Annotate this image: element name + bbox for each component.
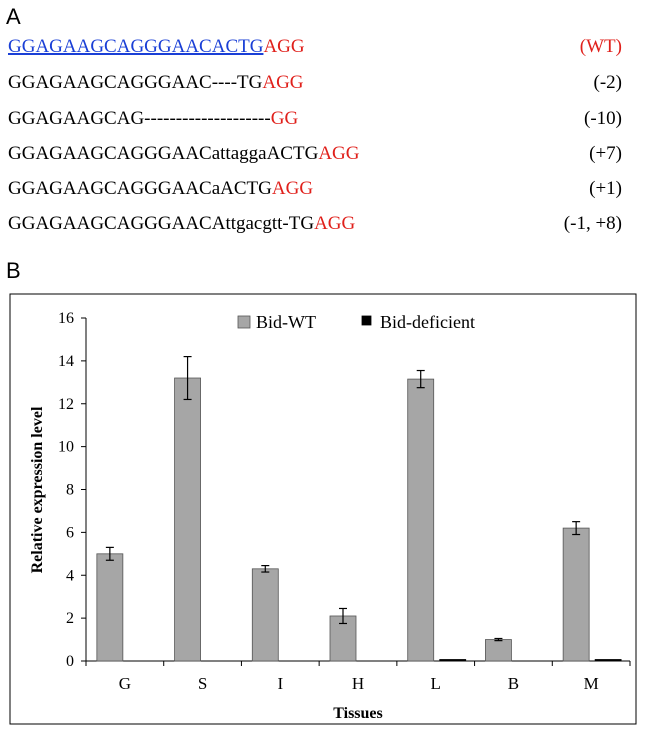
bar-bid-wt-I — [251, 568, 279, 662]
seq-label: (-1, +8) — [563, 213, 622, 234]
seq-text: GGAGAAGCAGGGAACattaggaACTG — [8, 143, 319, 164]
y-tick-label: 16 — [58, 310, 74, 327]
bar-bid-wt-S — [174, 377, 201, 662]
y-tick-label: 12 — [58, 396, 74, 413]
x-tick-label: I — [277, 674, 283, 693]
x-tick-label: H — [352, 674, 364, 693]
bar-bid-wt-M — [562, 527, 590, 662]
seq-text: GGAGAAGCAGGGAACaACTG — [8, 178, 272, 199]
seq-pam: GG — [270, 108, 299, 129]
x-axis-title: Tissues — [333, 705, 383, 722]
seq-row: GGAGAAGCAG--------------------GG — [8, 108, 298, 130]
bar-bid-wt-B — [485, 639, 512, 662]
seq-text: GGAGAAGCAG-------------------- — [8, 108, 271, 129]
y-tick-label: 0 — [66, 653, 74, 670]
x-tick-label: S — [198, 674, 207, 693]
panel-b-label: B — [6, 258, 21, 283]
y-tick-label: 14 — [58, 353, 74, 370]
y-tick-label: 8 — [66, 482, 74, 499]
y-tick-label: 6 — [66, 524, 74, 541]
x-tick-label: B — [508, 674, 519, 693]
legend: Bid-WT Bid-deficient — [237, 312, 475, 332]
legend-label: Bid-deficient — [380, 312, 475, 332]
seq-wt-target: GGAGAAGCAGGGAACACTG — [8, 36, 264, 57]
y-tick-label: 2 — [66, 610, 74, 627]
seq-label: (+7) — [589, 143, 622, 164]
legend-swatch — [361, 315, 372, 326]
seq-row: GGAGAAGCAGGGAACaACTGAGG — [8, 178, 313, 200]
seq-row: GGAGAAGCAGGGAAC----TGAGG — [8, 72, 304, 94]
y-tick-label: 10 — [58, 439, 74, 456]
y-tick-label: 4 — [66, 567, 74, 584]
seq-label: (-2) — [593, 72, 622, 93]
seq-pam: AGG — [318, 143, 360, 164]
seq-row: GGAGAAGCAGGGAACAttgacgtt-TGAGG — [8, 213, 355, 235]
seq-label: (-10) — [584, 108, 622, 129]
seq-label: (+1) — [589, 178, 622, 199]
seq-pam: AGG — [263, 36, 305, 57]
legend-swatch — [237, 315, 251, 329]
legend-label: Bid-WT — [256, 312, 316, 332]
seq-row-wt: GGAGAAGCAGGGAACACTGAGG — [8, 36, 305, 58]
x-tick-label: L — [431, 674, 441, 693]
seq-pam: AGG — [262, 72, 304, 93]
x-tick-label: M — [584, 674, 599, 693]
seq-pam: AGG — [314, 213, 356, 234]
seq-text: GGAGAAGCAGGGAACAttgacgtt-TG — [8, 213, 315, 234]
seq-label: (WT) — [579, 36, 622, 57]
bar-bid-deficient-M — [594, 659, 622, 662]
seq-pam: AGG — [271, 178, 314, 199]
panel-a-label: A — [6, 4, 21, 29]
bar-bid-wt-G — [96, 553, 124, 662]
seq-row: GGAGAAGCAGGGAACattaggaACTGAGG — [8, 143, 359, 165]
bar-bid-deficient-L — [439, 659, 467, 662]
bar-bid-wt-L — [407, 378, 435, 662]
y-axis-title: Relative expression level — [29, 406, 46, 573]
seq-text: GGAGAAGCAGGGAAC----TG — [8, 72, 263, 93]
x-tick-label: G — [119, 674, 131, 693]
